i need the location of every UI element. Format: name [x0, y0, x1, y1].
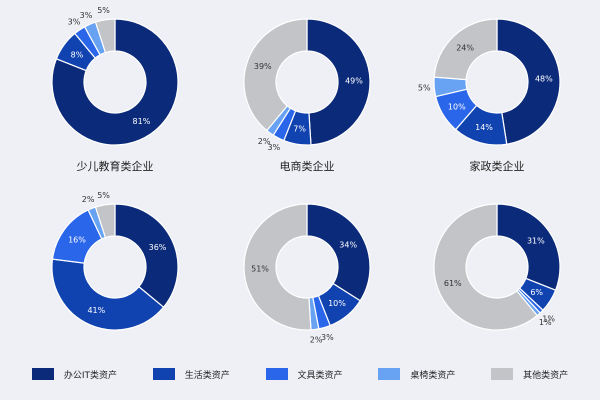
donut-segment [51, 18, 179, 146]
legend-item-stationery: 文具类资产 [265, 368, 343, 381]
data-label: 3% [80, 11, 93, 20]
chart-title: 电商类企业 [280, 159, 335, 173]
data-label: 34% [339, 240, 357, 249]
data-label: 5% [97, 191, 110, 200]
donut-chart: 48% 14% 10% 5% 24% [418, 18, 561, 146]
data-label: 5% [418, 84, 431, 93]
donut-segment [243, 18, 308, 132]
donut-segment [114, 203, 179, 309]
data-label: 10% [328, 299, 346, 308]
data-label: 81% [133, 117, 151, 126]
legend-swatch [491, 368, 514, 380]
legend-label: 其他类资产 [523, 370, 569, 381]
donut-chart: 49% 7% 3%2% 39% [243, 18, 371, 152]
data-label: 14% [475, 123, 493, 132]
data-label: 1% [539, 318, 552, 327]
data-label: 31% [527, 237, 545, 246]
data-label: 2% [310, 335, 323, 344]
chart-title: 少儿教育类企业 [77, 159, 154, 173]
legend-item-furniture: 桌椅类资产 [378, 368, 455, 381]
legend-item-office-it: 办公IT类资产 [31, 368, 118, 381]
data-label: 3% [321, 333, 334, 342]
donut-segment [433, 203, 539, 331]
donut-segment [433, 18, 498, 81]
donut-segment [243, 203, 312, 331]
data-label: 8% [71, 50, 84, 59]
donut-chart: 少儿教育类企业 36% 41% 16% 2% 5% [51, 159, 179, 331]
data-label: 36% [149, 243, 167, 252]
data-label: 24% [456, 43, 474, 52]
data-label: 39% [254, 62, 272, 71]
donut-segment [496, 203, 561, 291]
data-label: 10% [448, 102, 466, 111]
legend-label: 生活类资产 [184, 370, 230, 381]
data-label: 2% [82, 195, 95, 204]
data-label: 6% [530, 288, 543, 297]
donut-segment [94, 18, 116, 54]
data-label: 16% [68, 235, 86, 244]
chart-title: 家政类企业 [470, 159, 525, 173]
data-label: 49% [345, 77, 363, 86]
legend-label: 办公IT类资产 [63, 370, 118, 381]
data-label: 2% [258, 137, 271, 146]
legend-item-other: 其他类资产 [491, 368, 568, 381]
donut-segment [306, 203, 371, 302]
legend: 办公IT类资产 生活类资产 文具类资产 桌椅类资产 其他类资产 [0, 362, 600, 386]
donut-segment [496, 18, 561, 145]
data-label: 5% [97, 6, 110, 15]
legend-label: 文具类资产 [297, 370, 343, 381]
data-label: 41% [87, 306, 105, 315]
donut-segment [306, 18, 371, 146]
legend-swatch [265, 368, 288, 380]
legend-swatch [31, 368, 54, 380]
legend-swatch [378, 368, 401, 380]
donut-chart: 电商类企业 34% 10% 3%2% 51% [243, 159, 371, 344]
legend-label: 桌椅类资产 [410, 370, 456, 381]
data-label: 1% [542, 315, 555, 324]
data-label: 61% [444, 279, 462, 288]
legend-swatch [152, 368, 175, 380]
data-label: 3% [268, 143, 281, 152]
data-label: 48% [535, 74, 553, 83]
legend-item-living: 生活类资产 [152, 368, 230, 381]
donut-segment [51, 258, 165, 331]
donut-segment [94, 203, 116, 239]
data-label: 7% [293, 124, 306, 133]
data-label: 51% [251, 264, 269, 273]
donut-chart: 81% 8% 3%3% 5% [51, 6, 179, 146]
data-label: 3% [68, 18, 81, 27]
